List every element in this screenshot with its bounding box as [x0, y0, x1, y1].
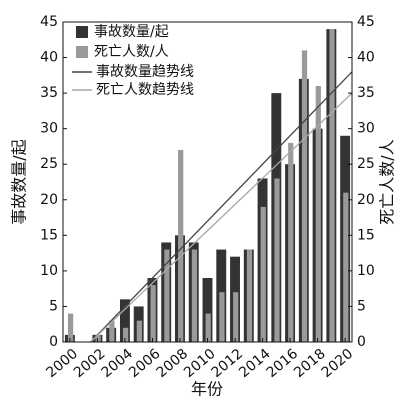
legend-swatch — [76, 46, 88, 58]
y-tick-label: 0 — [49, 334, 58, 350]
x-tick-label: 2014 — [236, 346, 274, 381]
x-tick-label: 2004 — [98, 346, 136, 381]
y-tick-label: 25 — [40, 156, 58, 172]
y-tick-label: 15 — [40, 227, 58, 243]
x-tick-label: 2018 — [291, 346, 329, 381]
x-tick-label: 2000 — [43, 346, 81, 381]
x-tick-label: 2010 — [181, 346, 219, 381]
y2-tick-label: 20 — [357, 192, 375, 208]
bar — [343, 192, 349, 342]
bar — [246, 249, 253, 342]
x-tick-label: 2016 — [264, 346, 302, 381]
x-tick-label: 2002 — [71, 346, 109, 381]
x-tick-label: 2012 — [209, 346, 247, 381]
y2-tick-label: 5 — [357, 298, 366, 314]
bar — [205, 313, 211, 342]
y-tick-label: 10 — [40, 263, 58, 279]
bar — [109, 320, 115, 342]
legend-label: 死亡人数趋势线 — [96, 82, 194, 98]
y-tick-label: 45 — [40, 14, 58, 30]
y2-tick-label: 10 — [357, 263, 375, 279]
bar — [288, 142, 294, 342]
y-tick-label: 35 — [40, 85, 58, 101]
x-tick-label: 2008 — [154, 346, 192, 381]
trend-line — [90, 71, 353, 343]
bar — [136, 320, 142, 342]
legend-label: 死亡人数/人 — [94, 44, 169, 60]
bar — [123, 327, 129, 342]
y2-tick-label: 30 — [357, 121, 375, 137]
y-tick-label: 40 — [40, 50, 58, 66]
legend-swatch — [76, 26, 88, 38]
bar — [202, 278, 213, 342]
trend-line — [90, 92, 353, 343]
bar — [67, 313, 74, 342]
bar — [191, 249, 198, 342]
x-axis-label: 年份 — [191, 380, 223, 399]
x-tick-label: 2006 — [126, 346, 164, 381]
y2-tick-label: 40 — [357, 50, 375, 66]
y-axis-label: 事故数量/起 — [10, 139, 29, 224]
y2-tick-label: 35 — [357, 85, 375, 101]
bar — [329, 29, 335, 342]
bar — [119, 299, 130, 342]
bar — [178, 150, 184, 342]
y-tick-label: 20 — [40, 192, 58, 208]
legend-label: 事故数量/起 — [94, 24, 169, 40]
y2-axis-label: 死亡人数/人 — [378, 139, 397, 224]
y-tick-label: 5 — [49, 298, 58, 314]
bar — [95, 334, 101, 342]
bar — [219, 292, 225, 342]
bar — [164, 249, 170, 342]
x-tick-label: 2020 — [319, 346, 357, 381]
y2-tick-label: 15 — [357, 227, 375, 243]
bar — [260, 206, 266, 342]
legend-label: 事故数量趋势线 — [96, 64, 194, 80]
bar — [150, 285, 156, 342]
y2-tick-label: 45 — [357, 14, 375, 30]
y2-tick-label: 0 — [357, 334, 366, 350]
y2-tick-label: 25 — [357, 156, 375, 172]
bar — [315, 86, 321, 342]
bar — [233, 292, 239, 342]
y-tick-label: 30 — [40, 121, 58, 137]
bar — [301, 50, 308, 342]
bar — [274, 178, 280, 342]
